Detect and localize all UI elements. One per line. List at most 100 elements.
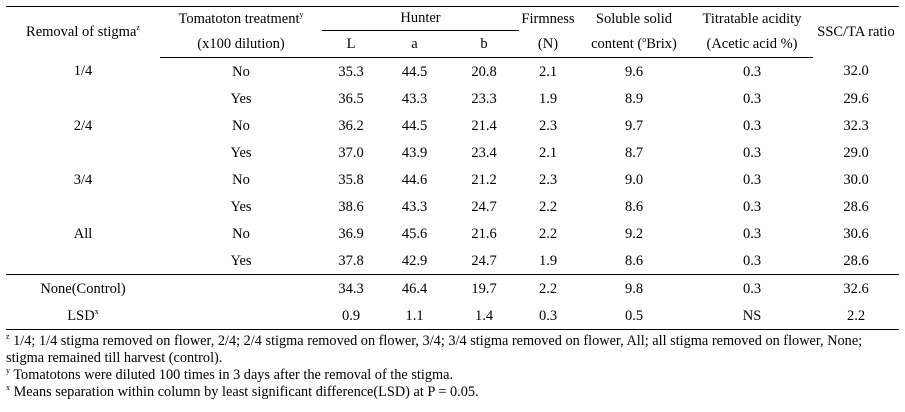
header-firmness: Firmness xyxy=(519,6,577,31)
cell-l: 37.0 xyxy=(338,144,364,161)
cell-b: 20.8 xyxy=(471,63,497,80)
cell-group xyxy=(6,140,160,167)
cell-group xyxy=(6,86,160,113)
cell-ratio: 30.0 xyxy=(843,171,869,188)
cell-group xyxy=(6,194,160,221)
cell-ta: 0.3 xyxy=(742,171,762,188)
cell-ta: 0.3 xyxy=(742,90,762,107)
cell-ratio: 32.0 xyxy=(843,63,869,80)
cell-ratio: 30.6 xyxy=(843,225,869,242)
cell-b: 23.3 xyxy=(471,90,497,107)
cell-firmness: 2.1 xyxy=(538,144,558,161)
header-treatment: Tomatoton treatmenty xyxy=(160,6,322,31)
cell-group: LSDx xyxy=(6,303,160,330)
table-row-lsd: LSDx 0.9 1.1 1.4 0.3 0.5 NS 2.2 xyxy=(6,303,899,330)
header-hunter-a: a xyxy=(380,30,449,58)
table-row: 2/4 No 36.2 44.5 21.4 2.3 9.7 0.3 32.3 xyxy=(6,113,899,140)
cell-group: 1/4 xyxy=(73,63,93,80)
cell-a: 44.6 xyxy=(401,171,428,188)
header-hunter-b: b xyxy=(449,30,519,58)
cell-b: 21.2 xyxy=(471,171,497,188)
header-treatment-sub: (x100 dilution) xyxy=(160,30,322,58)
cell-treatment: Yes xyxy=(230,198,252,215)
cell-ssc: 8.9 xyxy=(624,90,644,107)
data-table: Removal of stigmaz Tomatoton treatmenty … xyxy=(6,6,899,330)
table-row: Yes 38.6 43.3 24.7 2.2 8.6 0.3 28.6 xyxy=(6,194,899,221)
cell-treatment: Yes xyxy=(230,90,252,107)
cell-treatment: Yes xyxy=(230,252,252,269)
cell-a: 43.3 xyxy=(401,198,428,215)
cell-b: 21.6 xyxy=(471,225,497,242)
cell-a: 44.5 xyxy=(401,117,428,134)
cell-l: 0.9 xyxy=(322,303,380,330)
cell-ssc: 8.6 xyxy=(624,198,644,215)
cell-l: 38.6 xyxy=(338,198,364,215)
cell-b: 24.7 xyxy=(471,198,497,215)
cell-ratio: 29.6 xyxy=(843,90,869,107)
cell-treatment xyxy=(160,274,322,304)
cell-l: 36.2 xyxy=(338,117,364,134)
table-row: Yes 37.0 43.9 23.4 2.1 8.7 0.3 29.0 xyxy=(6,140,899,167)
cell-ssc: 9.2 xyxy=(624,225,644,242)
header-firmness-unit: (N) xyxy=(519,30,577,58)
cell-ta: 0.3 xyxy=(742,252,762,269)
cell-b: 21.4 xyxy=(471,117,497,134)
table-row: Yes 36.5 43.3 23.3 1.9 8.9 0.3 29.6 xyxy=(6,86,899,113)
cell-ta: 0.3 xyxy=(691,274,813,304)
cell-ratio: 28.6 xyxy=(843,198,869,215)
cell-ssc: 0.5 xyxy=(577,303,691,330)
cell-l: 35.3 xyxy=(338,63,364,80)
table-row: 3/4 No 35.8 44.6 21.2 2.3 9.0 0.3 30.0 xyxy=(6,167,899,194)
cell-ta: 0.3 xyxy=(742,198,762,215)
footnote-x: x Means separation within column by leas… xyxy=(6,383,479,401)
cell-firmness: 2.1 xyxy=(538,63,558,80)
cell-group: 2/4 xyxy=(73,117,93,134)
cell-ta: 0.3 xyxy=(742,117,762,134)
table-row: All No 36.9 45.6 21.6 2.2 9.2 0.3 30.6 xyxy=(6,221,899,248)
cell-a: 45.6 xyxy=(401,225,428,242)
cell-ratio: 32.6 xyxy=(813,274,899,304)
cell-firmness: 2.3 xyxy=(538,117,558,134)
footnote-z: z 1/4; 1/4 stigma removed on flower, 2/4… xyxy=(6,332,863,367)
cell-ratio: 2.2 xyxy=(813,303,899,330)
header-ta: Titratable acidity xyxy=(691,6,813,31)
header-removal: Removal of stigmaz xyxy=(6,6,160,58)
cell-l: 36.9 xyxy=(338,225,364,242)
cell-l: 37.8 xyxy=(338,252,364,269)
cell-l: 35.8 xyxy=(338,171,364,188)
table-row: Yes 37.8 42.9 24.7 1.9 8.6 0.3 28.6 xyxy=(6,248,899,275)
footnote-y: y Tomatotons were diluted 100 times in 3… xyxy=(6,366,454,384)
cell-treatment: No xyxy=(232,117,250,134)
cell-treatment xyxy=(160,303,322,330)
header-ratio: SSC/TA ratio xyxy=(813,6,899,58)
cell-b: 1.4 xyxy=(449,303,519,330)
cell-a: 43.3 xyxy=(401,90,428,107)
header-ta-unit: (Acetic acid %) xyxy=(691,30,813,58)
cell-firmness: 2.2 xyxy=(538,225,558,242)
cell-ratio: 28.6 xyxy=(843,252,869,269)
cell-ssc: 9.0 xyxy=(624,171,644,188)
cell-ssc: 8.6 xyxy=(624,252,644,269)
cell-a: 43.9 xyxy=(401,144,428,161)
footnotes: z 1/4; 1/4 stigma removed on flower, 2/4… xyxy=(6,333,899,401)
cell-group: All xyxy=(73,225,93,242)
cell-b: 24.7 xyxy=(471,252,497,269)
cell-a: 42.9 xyxy=(401,252,428,269)
cell-firmness: 0.3 xyxy=(519,303,577,330)
cell-b: 23.4 xyxy=(471,144,497,161)
cell-firmness: 1.9 xyxy=(538,90,558,107)
header-ssc: Soluble solid xyxy=(577,6,691,31)
cell-ssc: 9.6 xyxy=(624,63,644,80)
cell-group: 3/4 xyxy=(73,171,93,188)
cell-firmness: 1.9 xyxy=(538,252,558,269)
header-hunter-l: L xyxy=(322,30,380,58)
cell-b: 19.7 xyxy=(449,274,519,304)
cell-ssc: 9.8 xyxy=(577,274,691,304)
cell-l: 34.3 xyxy=(322,274,380,304)
cell-ta: 0.3 xyxy=(742,63,762,80)
cell-a: 46.4 xyxy=(380,274,449,304)
cell-firmness: 2.2 xyxy=(538,198,558,215)
table-row-control: None(Control) 34.3 46.4 19.7 2.2 9.8 0.3… xyxy=(6,274,899,304)
cell-ratio: 32.3 xyxy=(843,117,869,134)
